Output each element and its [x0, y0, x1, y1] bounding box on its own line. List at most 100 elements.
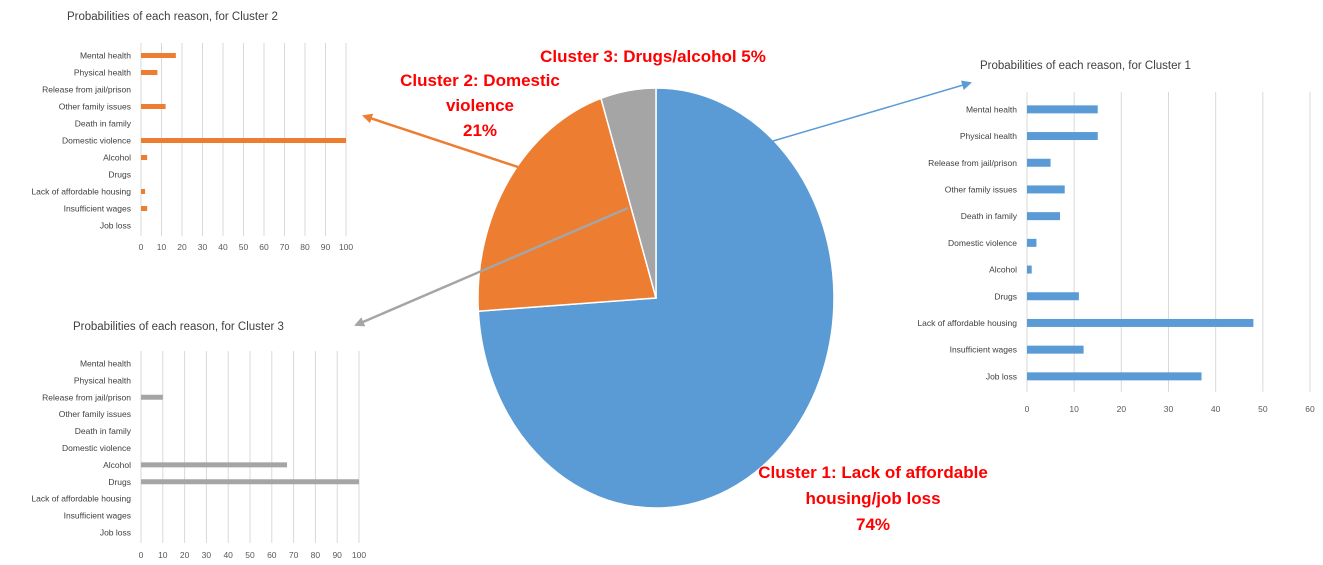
cluster3-category-alcohol: Alcohol [103, 460, 131, 470]
cluster3-category-release-from-jail-prison: Release from jail/prison [42, 392, 131, 402]
cluster2-category-domestic-violence: Domestic violence [62, 136, 131, 146]
cluster2-bar-mental-health [141, 53, 176, 58]
cluster2-category-job-loss: Job loss [100, 221, 131, 231]
cluster2-bar-alcohol [141, 155, 148, 160]
cluster2-category-insufficient-wages: Insufficient wages [64, 204, 131, 214]
cluster1-pie-label-line2: housing/job loss [805, 489, 940, 508]
cluster2-arrow [362, 113, 519, 169]
cluster1-tick-label: 10 [1069, 404, 1079, 414]
cluster2-pie-label-line2: violence [446, 96, 514, 115]
cluster1-bar-chart: Probabilities of each reason, for Cluste… [917, 60, 1315, 414]
cluster2-bar-domestic-violence [141, 138, 346, 143]
cluster2-tick-label: 50 [239, 242, 249, 252]
cluster3-category-job-loss: Job loss [100, 527, 131, 537]
cluster2-pie-label-line1: Cluster 2: Domestic [400, 71, 560, 90]
cluster3-bar-chart: Probabilities of each reason, for Cluste… [31, 321, 366, 560]
cluster3-tick-label: 90 [332, 550, 342, 560]
cluster3-tick-label: 30 [202, 550, 212, 560]
cluster2-category-lack-of-affordable-housing: Lack of affordable housing [31, 187, 131, 197]
cluster1-category-other-family-issues: Other family issues [945, 184, 1017, 194]
cluster1-tick-label: 40 [1211, 404, 1221, 414]
cluster1-category-physical-health: Physical health [960, 131, 1017, 141]
cluster1-category-domestic-violence: Domestic violence [948, 238, 1017, 248]
cluster2-bar-chart: Probabilities of each reason, for Cluste… [31, 11, 353, 252]
pie-slice-cluster3 [600, 87, 657, 299]
cluster3-category-insufficient-wages: Insufficient wages [64, 511, 131, 521]
cluster3-arrow [354, 206, 629, 327]
cluster1-bar-insufficient-wages [1027, 345, 1084, 354]
cluster1-bar-death-in-family [1027, 212, 1061, 221]
cluster3-category-drugs: Drugs [108, 477, 131, 487]
cluster3-category-death-in-family: Death in family [75, 426, 132, 436]
cluster2-tick-label: 30 [198, 242, 208, 252]
pie-slice-cluster2 [477, 97, 657, 312]
cluster3-tick-label: 60 [267, 550, 277, 560]
cluster1-pie-label-line1: Cluster 1: Lack of affordable [758, 463, 988, 482]
cluster1-bar-release-from-jail-prison [1027, 158, 1051, 167]
cluster-pie-chart [477, 87, 835, 509]
cluster3-bar-drugs [141, 479, 359, 485]
cluster2-category-mental-health: Mental health [80, 51, 131, 61]
cluster1-bar-lack-of-affordable-housing [1027, 318, 1254, 327]
cluster1-bar-domestic-violence [1027, 238, 1037, 247]
cluster1-tick-label: 20 [1117, 404, 1127, 414]
cluster3-tick-label: 80 [311, 550, 321, 560]
cluster2-category-physical-health: Physical health [74, 68, 131, 78]
cluster2-bar-lack-of-affordable-housing [141, 189, 146, 194]
cluster2-title: Probabilities of each reason, for Cluste… [67, 11, 278, 23]
cluster3-bar-release-from-jail-prison [141, 394, 163, 400]
cluster3-title: Probabilities of each reason, for Cluste… [73, 321, 284, 333]
cluster2-tick-label: 80 [300, 242, 310, 252]
cluster3-category-lack-of-affordable-housing: Lack of affordable housing [31, 494, 131, 504]
cluster2-tick-label: 70 [280, 242, 290, 252]
cluster2-pie-label-line3: 21% [463, 121, 497, 140]
cluster2-bar-other-family-issues [141, 104, 166, 109]
cluster2-bar-physical-health [141, 70, 158, 75]
cluster1-bar-alcohol [1027, 265, 1032, 274]
cluster3-bar-alcohol [141, 462, 288, 468]
cluster2-bar-insufficient-wages [141, 206, 148, 211]
cluster2-category-release-from-jail-prison: Release from jail/prison [42, 85, 131, 95]
cluster1-category-death-in-family: Death in family [961, 211, 1018, 221]
cluster1-title: Probabilities of each reason, for Cluste… [980, 60, 1191, 72]
cluster2-tick-label: 60 [259, 242, 269, 252]
cluster1-bar-physical-health [1027, 132, 1098, 141]
cluster1-pie-label-line3: 74% [856, 515, 890, 534]
cluster1-tick-label: 50 [1258, 404, 1268, 414]
cluster2-tick-label: 20 [177, 242, 187, 252]
cluster2-tick-label: 10 [157, 242, 167, 252]
cluster2-tick-label: 100 [339, 242, 353, 252]
cluster1-category-insufficient-wages: Insufficient wages [950, 345, 1017, 355]
cluster2-category-drugs: Drugs [108, 170, 131, 180]
cluster1-bar-other-family-issues [1027, 185, 1065, 194]
cluster3-tick-label: 0 [139, 550, 144, 560]
cluster1-category-lack-of-affordable-housing: Lack of affordable housing [917, 318, 1017, 328]
cluster2-tick-label: 0 [139, 242, 144, 252]
cluster1-category-release-from-jail-prison: Release from jail/prison [928, 158, 1017, 168]
cluster3-tick-label: 20 [180, 550, 190, 560]
cluster3-category-mental-health: Mental health [80, 358, 131, 368]
cluster1-category-mental-health: Mental health [966, 104, 1017, 114]
cluster3-category-other-family-issues: Other family issues [59, 409, 131, 419]
cluster3-category-domestic-violence: Domestic violence [62, 443, 131, 453]
cluster3-tick-label: 40 [223, 550, 233, 560]
cluster1-bar-mental-health [1027, 105, 1098, 114]
cluster3-tick-label: 10 [158, 550, 168, 560]
cluster1-tick-label: 0 [1025, 404, 1030, 414]
cluster1-category-job-loss: Job loss [986, 371, 1017, 381]
cluster1-arrow [772, 80, 972, 142]
cluster3-pie-label: Cluster 3: Drugs/alcohol 5% [540, 47, 766, 66]
cluster2-tick-label: 40 [218, 242, 228, 252]
cluster2-category-death-in-family: Death in family [75, 119, 132, 129]
cluster1-category-drugs: Drugs [994, 291, 1017, 301]
cluster3-tick-label: 70 [289, 550, 299, 560]
cluster3-category-physical-health: Physical health [74, 375, 131, 385]
cluster3-tick-label: 100 [352, 550, 366, 560]
cluster1-bar-drugs [1027, 292, 1079, 301]
cluster2-category-alcohol: Alcohol [103, 153, 131, 163]
cluster1-tick-label: 30 [1164, 404, 1174, 414]
cluster2-tick-label: 90 [321, 242, 331, 252]
cluster1-category-alcohol: Alcohol [989, 265, 1017, 275]
cluster1-tick-label: 60 [1305, 404, 1315, 414]
